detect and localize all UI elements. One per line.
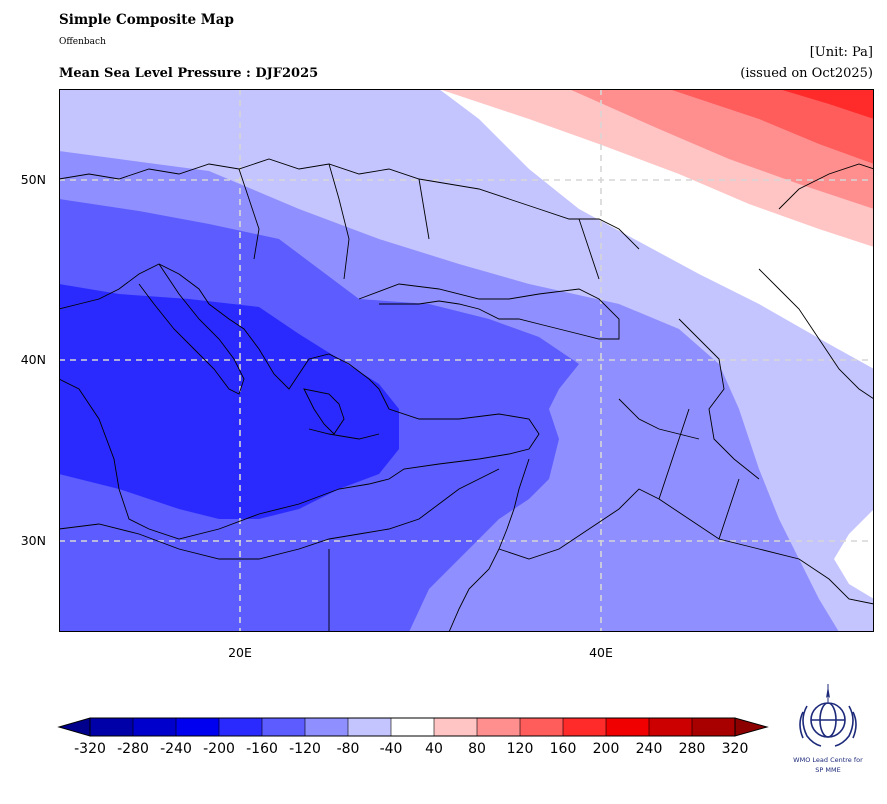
colorbar-cell: [562, 717, 607, 737]
wmo-logo: WMO Lead Centre for SP MME: [785, 684, 871, 774]
field-band-neutral-se: [834, 509, 874, 599]
colorbar-tick-label: 160: [549, 741, 577, 757]
unit-label: [Unit: Pa]: [809, 45, 873, 60]
gridlines: [59, 89, 874, 632]
lon-label-20e: 20E: [228, 645, 252, 660]
lat-label-50n: 50N: [20, 172, 46, 187]
colorbar-tick-label: -80: [336, 741, 360, 757]
colorbar-tick-label: 320: [721, 741, 749, 757]
colorbar-tick-label: -280: [117, 741, 149, 757]
colorbar-cell: [390, 717, 435, 737]
colorbar-cell: [519, 717, 564, 737]
colorbar-cell: [304, 717, 349, 737]
lon-label-40e: 40E: [589, 645, 613, 660]
colorbar: [57, 717, 769, 737]
logo-caption-line1: WMO Lead Centre for: [793, 756, 863, 764]
colorbar-tick-label: 200: [592, 741, 620, 757]
colorbar-tick-label: 240: [635, 741, 663, 757]
colorbar-under-arrow: [57, 717, 91, 737]
colorbar-cell: [175, 717, 220, 737]
map-title: Mean Sea Level Pressure : DJF2025: [59, 66, 319, 81]
colorbar-cell: [648, 717, 693, 737]
colorbar-tick-label: 40: [425, 741, 443, 757]
colorbar-tick-label: -320: [74, 741, 106, 757]
subtitle: Offenbach: [59, 37, 106, 47]
colorbar-cell: [691, 717, 736, 737]
wmo-emblem-icon: [799, 684, 857, 747]
page-title: Simple Composite Map: [59, 12, 234, 28]
colorbar-tick-label: -40: [379, 741, 403, 757]
colorbar-cell: [89, 717, 134, 737]
coastlines: [59, 158, 874, 632]
colorbar-over-arrow: [734, 717, 769, 737]
logo-caption-line2: SP MME: [815, 766, 841, 774]
pressure-anomaly-map: [59, 89, 874, 632]
colorbar-tick-label: 120: [506, 741, 534, 757]
colorbar-cell: [347, 717, 392, 737]
lat-label-40n: 40N: [20, 352, 46, 367]
colorbar-cell: [218, 717, 263, 737]
lat-label-30n: 30N: [20, 533, 46, 548]
colorbar-tick-label: 280: [678, 741, 706, 757]
field-band-plus160: [779, 89, 874, 119]
colorbar-cell: [476, 717, 521, 737]
field-band-plus120: [669, 89, 874, 164]
colorbar-cell: [132, 717, 177, 737]
colorbar-tick-label: -200: [203, 741, 235, 757]
map-frame: [59, 89, 874, 632]
colorbar-cell: [261, 717, 306, 737]
issued-label: (issued on Oct2025): [740, 66, 873, 81]
colorbar-cell: [433, 717, 478, 737]
colorbar-cell: [605, 717, 650, 737]
colorbar-tick-label: 80: [468, 741, 486, 757]
colorbar-frame: [89, 717, 736, 737]
colorbar-tick-label: -160: [246, 741, 278, 757]
colorbar-tick-label: -120: [289, 741, 321, 757]
colorbar-tick-label: -240: [160, 741, 192, 757]
field-band-minus200: [59, 284, 399, 519]
